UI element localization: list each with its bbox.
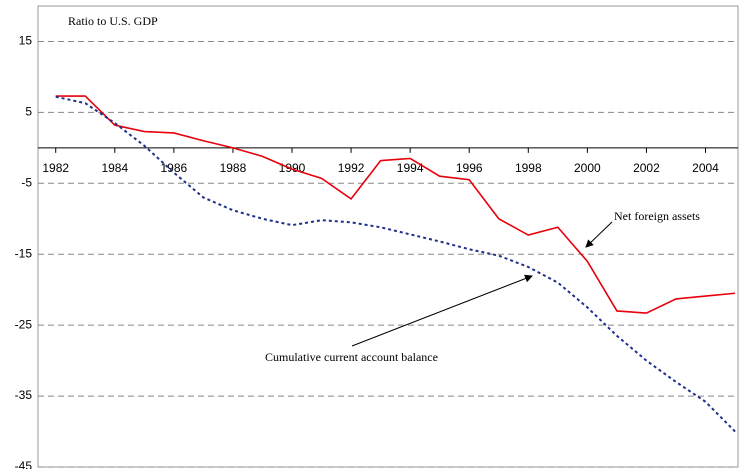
series-label: Cumulative current account balance bbox=[265, 350, 438, 364]
y-tick-label: -45 bbox=[15, 459, 33, 469]
x-tick-label: 1988 bbox=[220, 161, 247, 175]
plot-frame bbox=[37, 5, 739, 468]
series-label: Net foreign assets bbox=[614, 209, 700, 223]
arrow bbox=[585, 221, 613, 248]
x-tick-label: 2000 bbox=[574, 161, 601, 175]
arrow bbox=[351, 274, 533, 347]
x-tick-label: 1998 bbox=[515, 161, 542, 175]
series-line bbox=[55, 95, 736, 314]
y-tick-label: 15 bbox=[19, 34, 33, 48]
y-tick-label: -5 bbox=[21, 175, 32, 189]
x-tick-label: 1992 bbox=[338, 161, 365, 175]
y-tick-label: -15 bbox=[15, 246, 33, 260]
x-tick-label: 1984 bbox=[101, 161, 128, 175]
x-tick-label: 1996 bbox=[456, 161, 483, 175]
x-tick-label: 1994 bbox=[397, 161, 424, 175]
y-axis-label: Ratio to U.S. GDP bbox=[68, 14, 158, 28]
y-tick-label: -35 bbox=[15, 388, 33, 402]
x-tick-label: 1986 bbox=[161, 161, 188, 175]
y-tick-label: 5 bbox=[25, 105, 32, 119]
x-tick-label: 1982 bbox=[42, 161, 69, 175]
x-tick-label: 2004 bbox=[692, 161, 719, 175]
x-tick-label: 2002 bbox=[633, 161, 660, 175]
y-tick-label: -25 bbox=[15, 317, 33, 331]
series-line bbox=[55, 95, 736, 433]
